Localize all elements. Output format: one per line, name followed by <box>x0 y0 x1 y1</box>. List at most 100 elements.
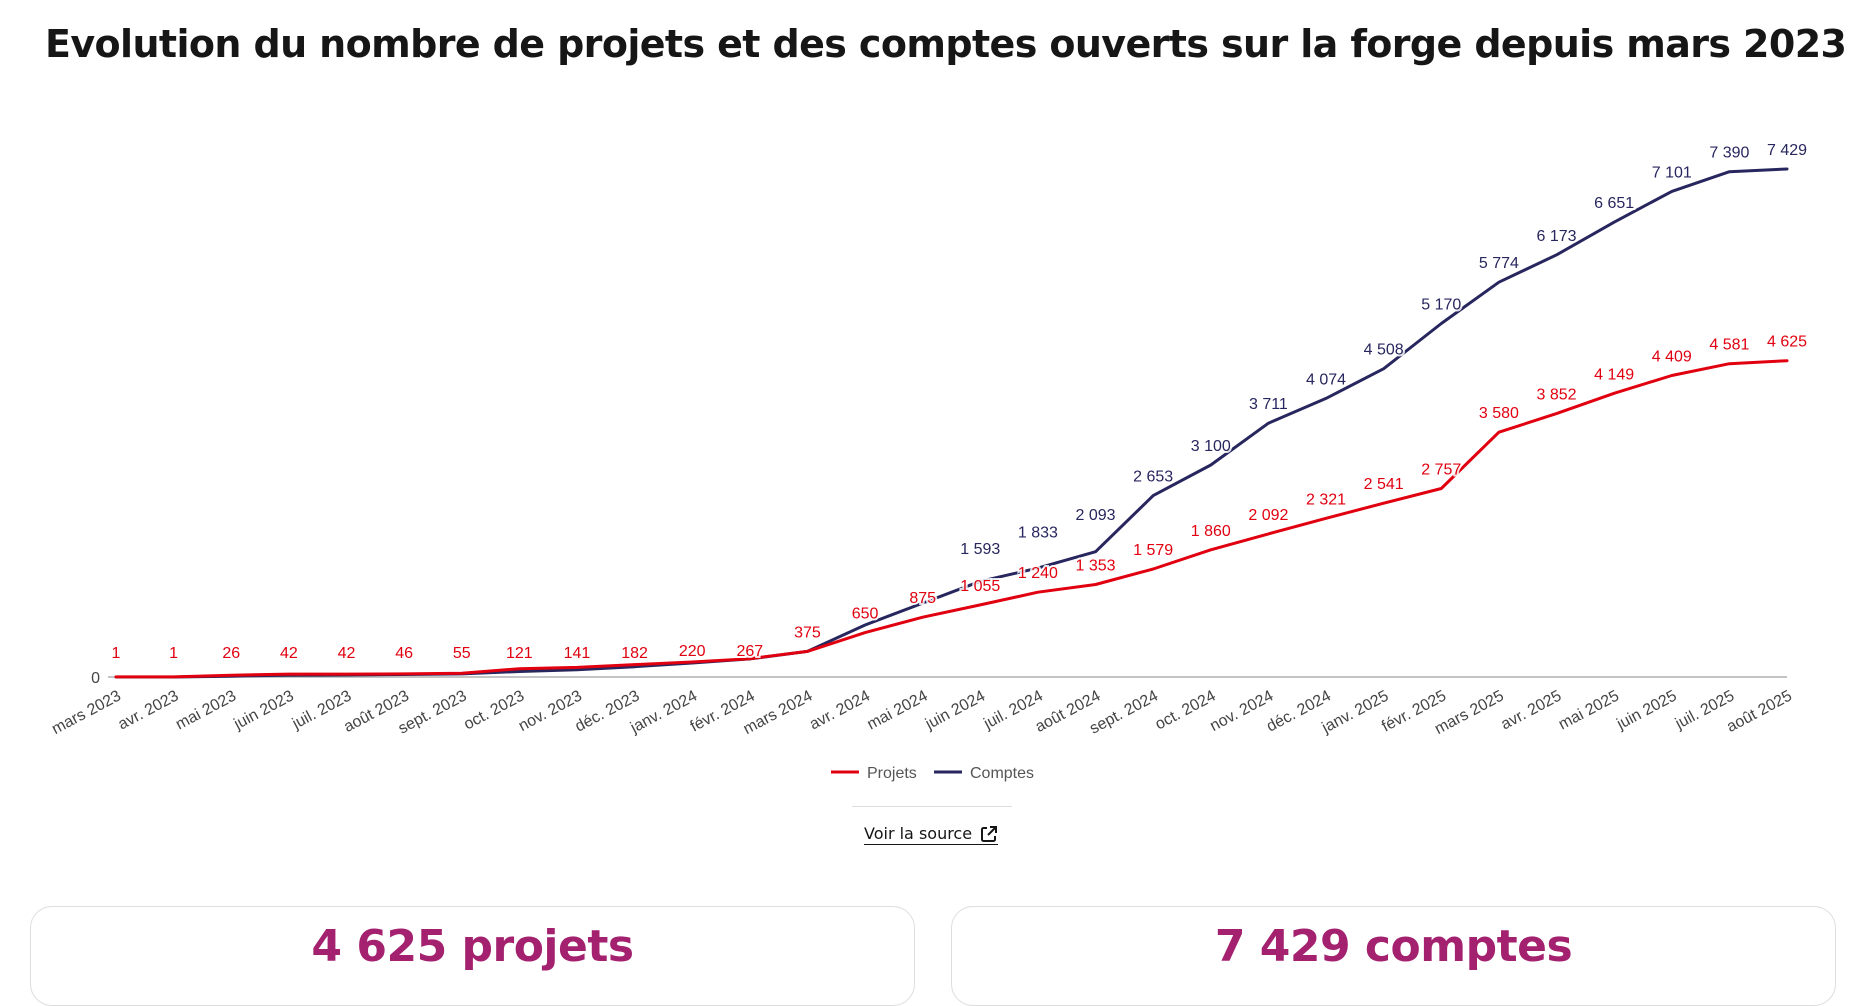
data-label-comptes: 7 429 <box>1767 142 1807 159</box>
data-label-comptes: 5 170 <box>1421 296 1461 313</box>
data-label-projets: 182 <box>621 645 648 662</box>
data-label-halo: 2 541 <box>1364 476 1404 493</box>
data-label-projets: 1 055 <box>960 578 1000 595</box>
x-tick-label: oct. 2023 <box>461 687 527 733</box>
data-label-projets: 2 321 <box>1306 491 1346 508</box>
data-label-halo: 141 <box>564 645 591 662</box>
data-label-projets: 650 <box>852 606 879 623</box>
data-label-comptes: 3 711 <box>1249 396 1288 413</box>
data-label-halo: 1 593 <box>960 541 1000 558</box>
data-label-halo: 6 173 <box>1536 228 1576 245</box>
data-label-comptes: 1 833 <box>1018 525 1058 542</box>
data-label-projets: 46 <box>395 645 413 662</box>
data-label-halo: 3 580 <box>1479 405 1519 422</box>
data-label-halo: 4 074 <box>1306 371 1346 388</box>
data-label-halo: 1 353 <box>1076 557 1116 574</box>
series-line-comptes <box>114 167 1789 679</box>
data-label-comptes: 2 093 <box>1076 507 1116 524</box>
legend-label-comptes[interactable]: Comptes <box>970 765 1034 782</box>
data-label-halo: 42 <box>338 645 356 662</box>
data-label-halo: 4 581 <box>1709 337 1749 354</box>
x-tick-label: nov. 2024 <box>1207 687 1276 734</box>
data-label-halo: 5 774 <box>1479 255 1519 272</box>
x-tick-label: avr. 2023 <box>115 687 181 733</box>
x-tick-label: mai 2025 <box>1556 687 1622 733</box>
data-label-projets: 1 <box>169 645 178 662</box>
projects-stat-card: 4 625 projets <box>30 906 915 1006</box>
data-label-halo: 2 093 <box>1076 507 1116 524</box>
data-label-projets: 2 541 <box>1364 476 1404 493</box>
data-label-halo: 2 757 <box>1421 461 1461 478</box>
data-label-comptes: 6 173 <box>1536 228 1576 245</box>
data-label-projets: 2 757 <box>1421 461 1461 478</box>
data-label-projets: 1 860 <box>1191 523 1231 540</box>
data-label-halo: 4 409 <box>1652 349 1692 366</box>
data-label-projets: 875 <box>909 590 936 607</box>
data-label-projets: 1 <box>112 645 121 662</box>
data-label-halo: 2 321 <box>1306 491 1346 508</box>
source-link-label: Voir la source <box>864 824 973 843</box>
data-label-projets: 42 <box>280 645 298 662</box>
data-label-projets: 3 852 <box>1536 387 1576 404</box>
legend-label-projets[interactable]: Projets <box>867 765 917 782</box>
data-label-halo: 375 <box>794 624 821 641</box>
data-label-halo: 4 508 <box>1364 342 1404 359</box>
data-label-halo: 1 860 <box>1191 523 1231 540</box>
x-tick-label: juin 2023 <box>231 687 297 733</box>
data-label-projets: 121 <box>506 645 533 662</box>
data-label-projets: 4 409 <box>1652 349 1692 366</box>
x-tick-label: oct. 2024 <box>1153 687 1219 733</box>
data-label-halo: 46 <box>395 645 413 662</box>
data-label-projets: 42 <box>338 645 356 662</box>
data-label-halo: 26 <box>222 645 240 662</box>
data-label-projets: 375 <box>794 624 821 641</box>
data-label-halo: 2 653 <box>1133 469 1173 486</box>
data-label-projets: 220 <box>679 643 706 660</box>
data-label-halo: 55 <box>453 645 471 662</box>
data-label-halo: 4 149 <box>1594 366 1634 383</box>
data-label-comptes: 7 101 <box>1652 164 1692 181</box>
data-label-halo: 121 <box>506 645 533 662</box>
data-label-halo: 182 <box>621 645 648 662</box>
data-label-halo: 42 <box>280 645 298 662</box>
data-label-halo: 4 625 <box>1767 334 1807 351</box>
y-tick-label: 0 <box>91 670 100 687</box>
data-label-halo: 3 100 <box>1191 438 1231 455</box>
source-separator <box>852 806 1012 807</box>
data-label-halo: 650 <box>852 606 879 623</box>
data-label-projets: 3 580 <box>1479 405 1519 422</box>
data-label-projets: 2 092 <box>1248 507 1288 524</box>
data-label-comptes: 7 390 <box>1709 145 1749 162</box>
data-label-projets: 55 <box>453 645 471 662</box>
data-label-comptes: 5 774 <box>1479 255 1519 272</box>
data-label-halo: 2 092 <box>1248 507 1288 524</box>
data-label-halo: 1 579 <box>1133 542 1173 559</box>
data-label-halo: 1 833 <box>1018 525 1058 542</box>
accounts-stat-card: 7 429 comptes <box>951 906 1836 1006</box>
accounts-stat-value: 7 429 comptes <box>1214 921 1573 972</box>
data-label-comptes: 4 074 <box>1306 371 1346 388</box>
data-label-projets: 141 <box>564 645 591 662</box>
x-tick-label: nov. 2023 <box>516 687 585 734</box>
data-label-projets: 4 149 <box>1594 366 1634 383</box>
data-label-comptes: 3 100 <box>1191 438 1231 455</box>
data-label-projets: 4 625 <box>1767 334 1807 351</box>
x-tick-label: avr. 2024 <box>807 687 873 733</box>
series-line-projets <box>114 359 1789 679</box>
x-tick-label: août 2025 <box>1724 687 1795 735</box>
data-label-halo: 7 429 <box>1767 142 1807 159</box>
data-label-projets: 1 353 <box>1076 557 1116 574</box>
external-link-icon <box>981 825 998 842</box>
data-label-halo: 7 101 <box>1652 164 1692 181</box>
data-label-comptes: 2 653 <box>1133 469 1173 486</box>
page-title: Evolution du nombre de projets et des co… <box>45 22 1847 66</box>
data-label-halo: 875 <box>909 590 936 607</box>
data-label-halo: 1 <box>112 645 121 662</box>
data-label-halo: 7 390 <box>1709 145 1749 162</box>
data-label-halo: 1 055 <box>960 578 1000 595</box>
data-label-halo: 3 852 <box>1536 387 1576 404</box>
source-link[interactable]: Voir la source <box>864 824 999 845</box>
data-label-comptes: 4 508 <box>1364 342 1404 359</box>
x-tick-label: mai 2024 <box>864 687 930 733</box>
data-label-projets: 267 <box>736 643 763 660</box>
